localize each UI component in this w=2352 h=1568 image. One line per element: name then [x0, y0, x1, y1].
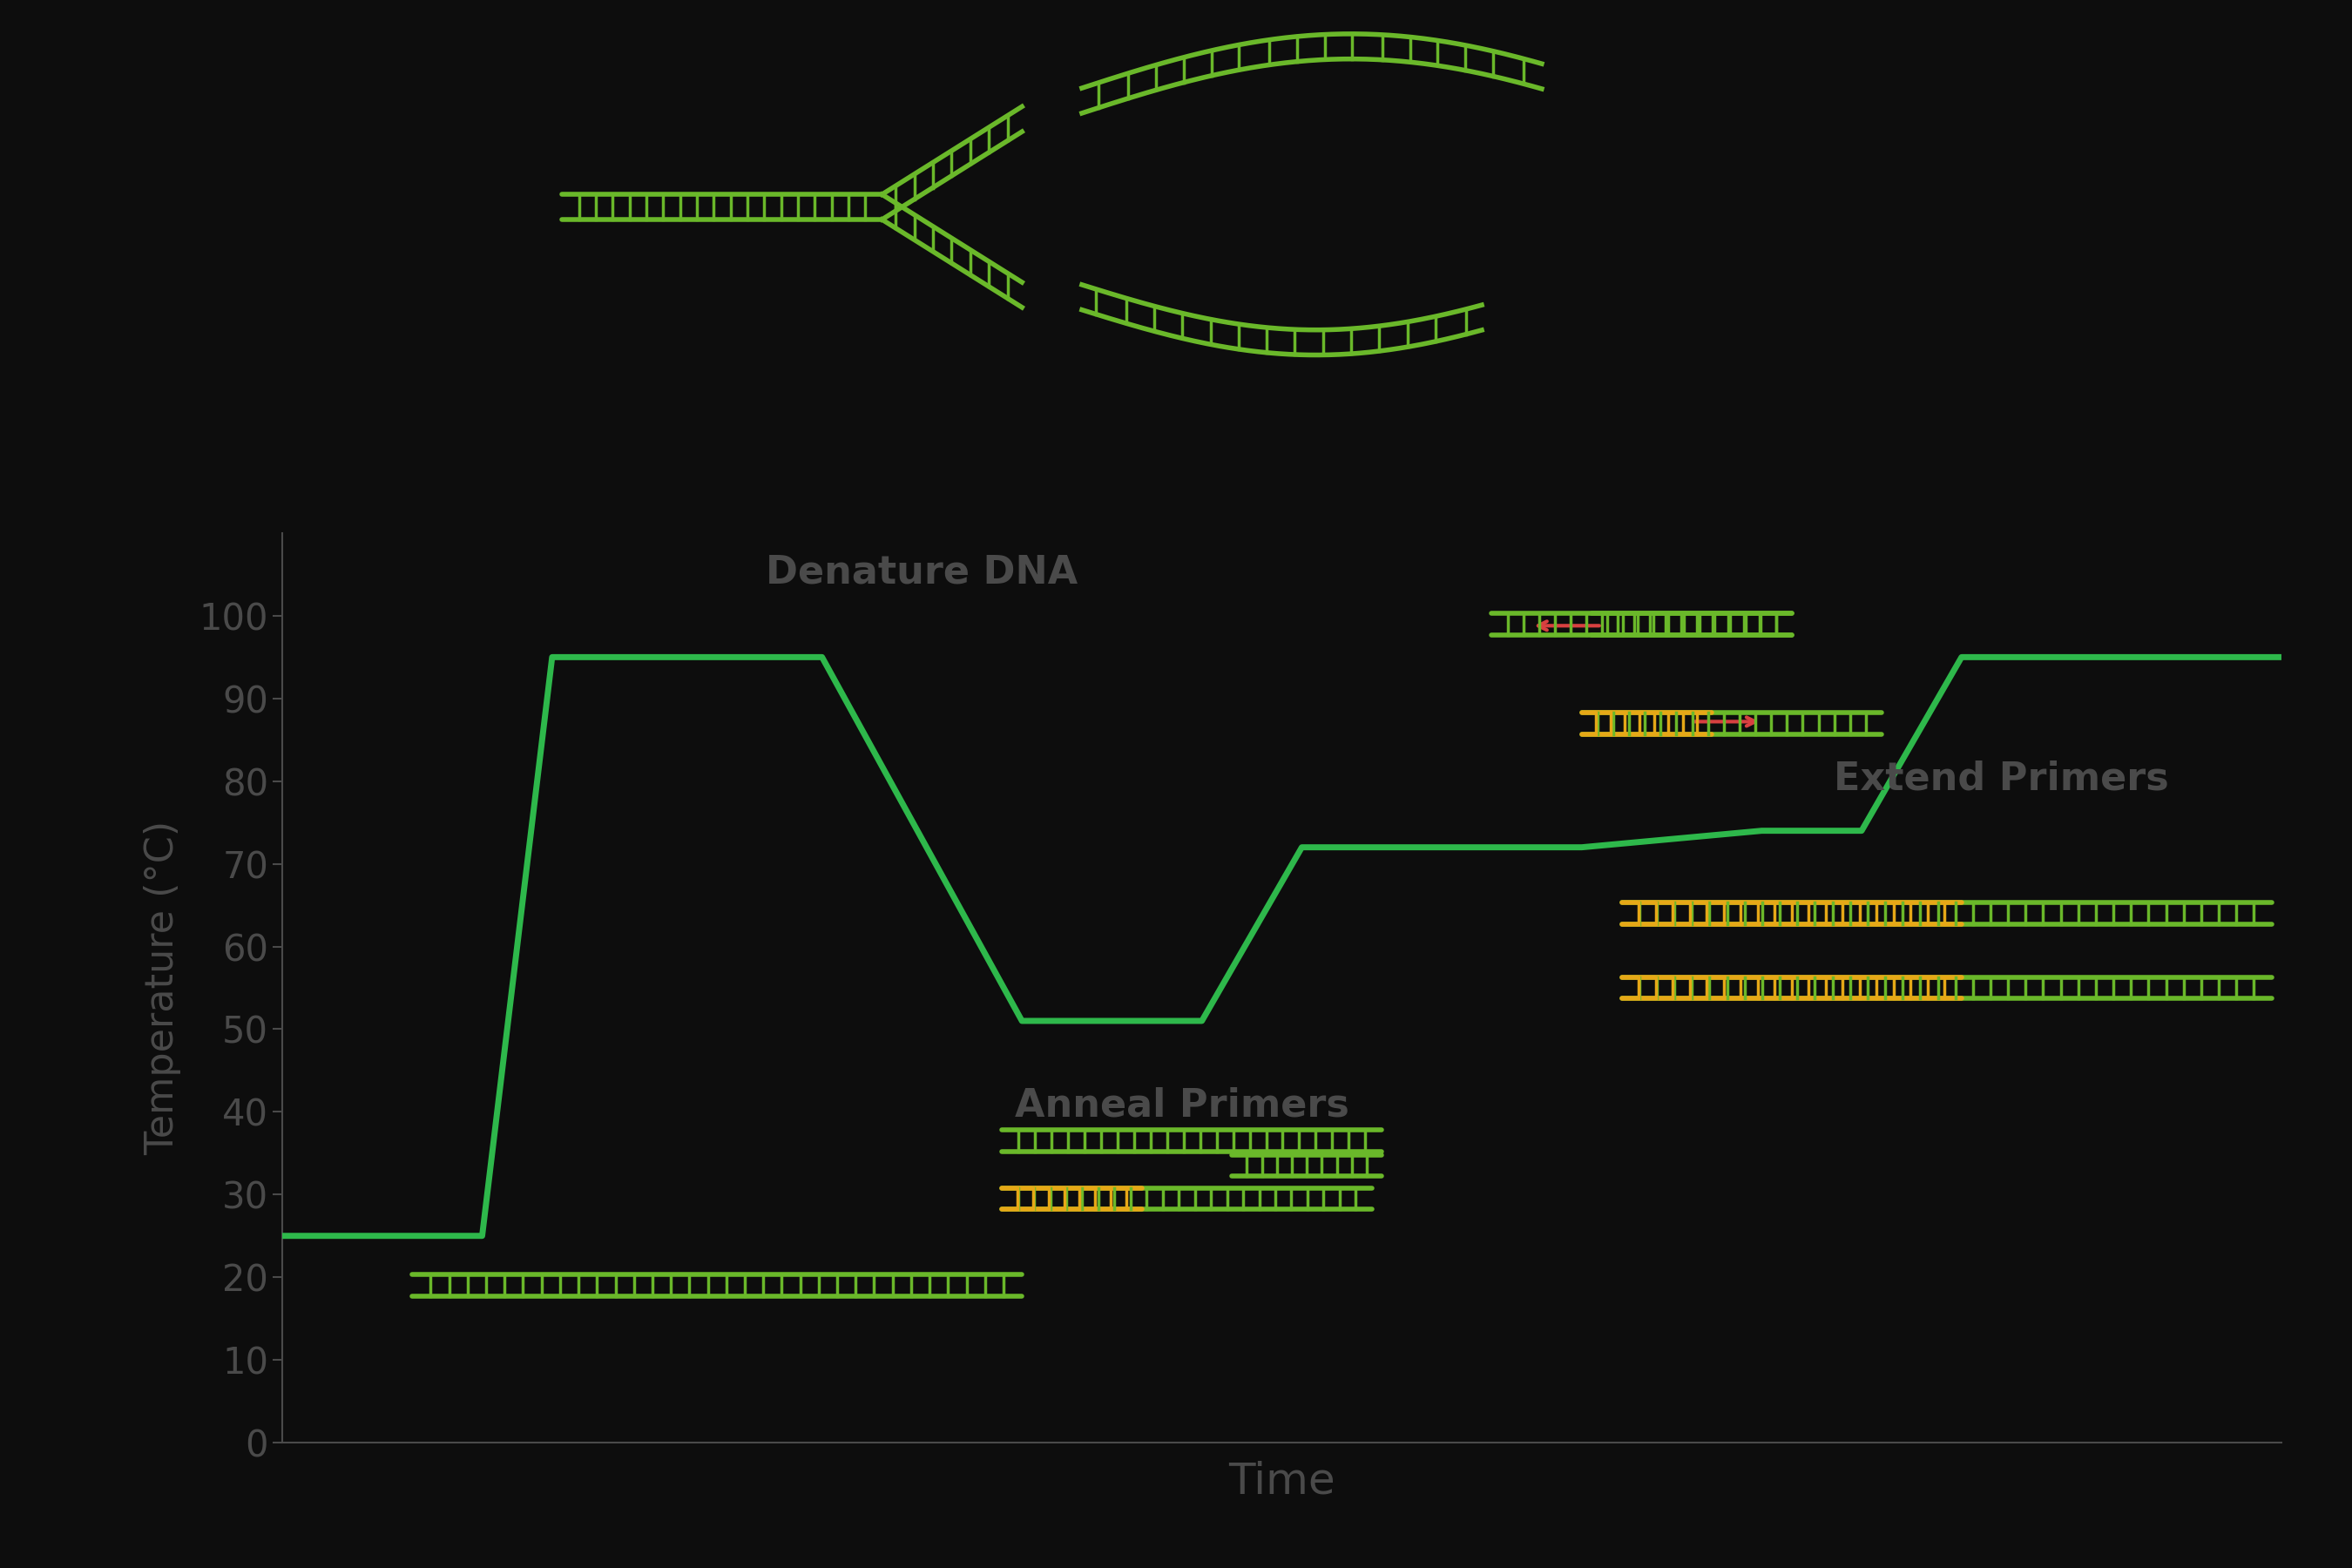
Text: Anneal Primers: Anneal Primers	[1014, 1087, 1350, 1124]
Text: Extend Primers: Extend Primers	[1835, 760, 2169, 798]
Text: Denature DNA: Denature DNA	[767, 554, 1077, 591]
Y-axis label: Temperature (°C): Temperature (°C)	[143, 820, 181, 1156]
X-axis label: Time: Time	[1228, 1461, 1336, 1502]
